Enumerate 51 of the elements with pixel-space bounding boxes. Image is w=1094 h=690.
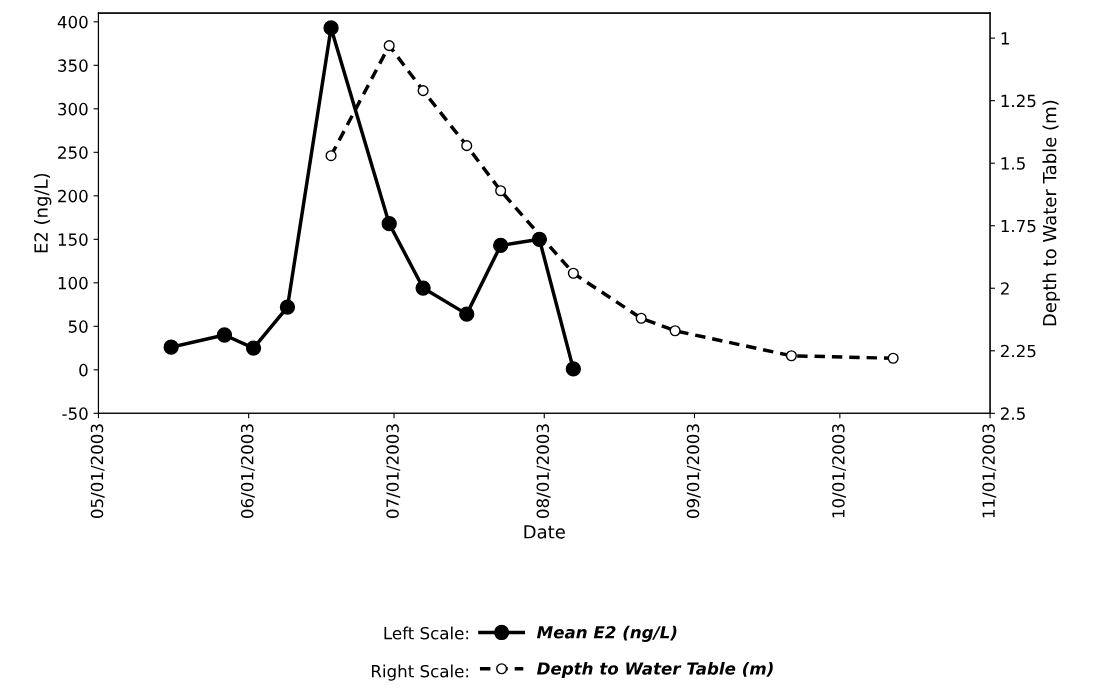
y-tick-label: 0 — [79, 363, 88, 377]
point — [565, 361, 581, 377]
x-tick-label: 09/01/2003 — [686, 424, 701, 518]
x-axis-title: Date — [524, 525, 565, 539]
y2-tick-label: 2.25 — [1001, 344, 1036, 358]
legend-label: Mean E2 (ng/L) — [536, 625, 677, 642]
y-tick-label: 350 — [58, 59, 88, 72]
y-tick-label: 400 — [57, 15, 88, 29]
y-axis-title: E2 (ng/L) — [33, 173, 52, 253]
point — [415, 280, 431, 296]
point — [383, 40, 395, 52]
y-tick-label: 100 — [58, 276, 88, 290]
x-tick-label: 11/01/2003 — [982, 424, 997, 518]
x-tick-label: 05/01/2003 — [90, 424, 105, 518]
point — [635, 312, 647, 324]
point — [417, 85, 429, 97]
y2-tick-label: 1.75 — [1001, 219, 1036, 233]
point — [323, 20, 339, 36]
y-tick-label: 150 — [58, 233, 88, 246]
text: Left Scale: — [384, 626, 469, 640]
y2-tick-label: 2.5 — [1001, 407, 1025, 420]
x-tick-label: 10/01/2003 — [832, 424, 846, 518]
y2-tick-label: 1.5 — [1001, 157, 1025, 170]
point — [163, 339, 179, 355]
point — [493, 237, 509, 254]
y-tick-label: -50 — [62, 407, 88, 420]
point — [669, 325, 681, 337]
y2-tick-label: 1.25 — [1001, 94, 1036, 108]
point — [567, 267, 579, 279]
point — [381, 216, 397, 232]
x-tick-label: 07/01/2003 — [386, 424, 401, 518]
point — [495, 185, 507, 197]
point — [279, 299, 296, 315]
point — [245, 340, 262, 356]
text: Right Scale: — [371, 664, 469, 681]
y2-axis-title: Depth to Water Table (m) — [1042, 100, 1060, 326]
point — [461, 140, 473, 152]
legend-label: Depth to Water Table (m) — [536, 661, 773, 679]
y2-tick-label: 1 — [1001, 32, 1009, 45]
point — [785, 350, 797, 362]
point — [459, 306, 475, 322]
x-tick-label: 08/01/2003 — [536, 424, 551, 518]
y-tick-label: 250 — [58, 146, 88, 159]
y-tick-label: 200 — [58, 189, 88, 203]
y-tick-label: 50 — [68, 320, 88, 333]
y-tick-label: 300 — [58, 102, 88, 116]
y2-tick-label: 2 — [1001, 282, 1009, 295]
point — [887, 352, 899, 364]
point — [325, 150, 337, 162]
x-tick-label: 06/01/2003 — [240, 424, 255, 518]
point — [216, 327, 233, 343]
